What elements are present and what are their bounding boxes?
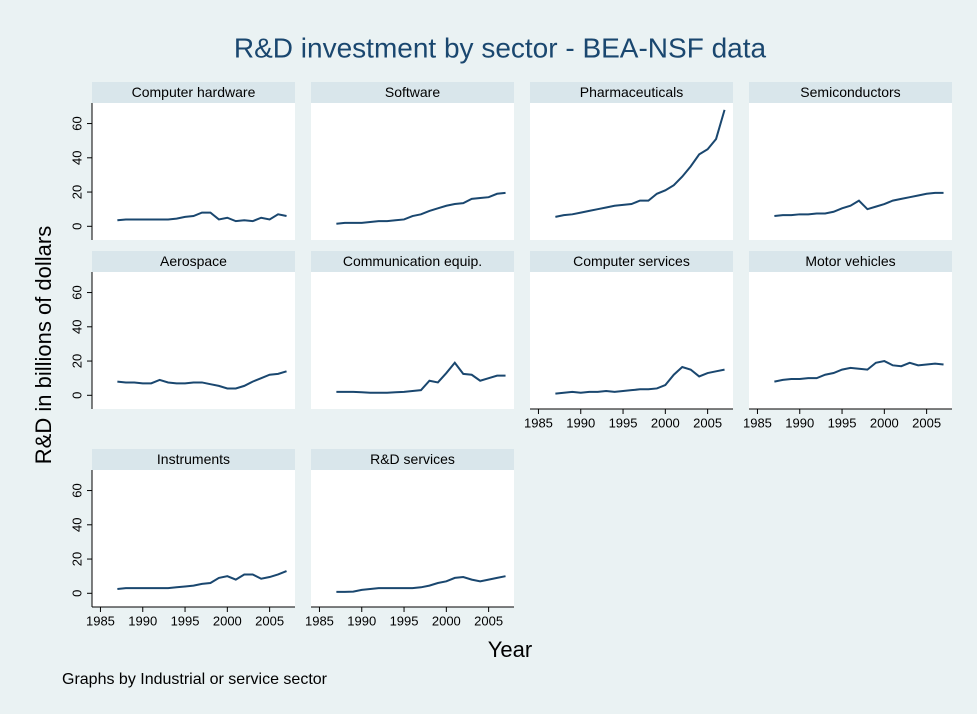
x-tick-label: 1985 (305, 613, 334, 628)
x-tick-label: 2005 (255, 613, 284, 628)
panel-title: Semiconductors (800, 84, 900, 100)
panel-header (92, 82, 295, 103)
panel-header (311, 449, 514, 470)
panel-title: Computer hardware (132, 84, 256, 100)
plot-area (311, 470, 514, 607)
x-tick-label: 1985 (524, 415, 553, 430)
x-tick-label: 2000 (651, 415, 680, 430)
panel-header (530, 82, 733, 103)
x-tick-label: 1990 (566, 415, 595, 430)
y-tick-label: 40 (69, 151, 84, 165)
x-tick-label: 1985 (743, 415, 772, 430)
panel-title: Motor vehicles (805, 253, 895, 269)
y-tick-label: 0 (69, 590, 84, 597)
data-line (336, 575, 506, 593)
x-tick-label: 2005 (474, 613, 503, 628)
data-line (336, 191, 506, 225)
chart-title: R&D investment by sector - BEA-NSF data (234, 32, 767, 63)
panel-title: Pharmaceuticals (580, 84, 684, 100)
panel-header (311, 251, 514, 272)
panel-header (311, 82, 514, 103)
data-line (774, 360, 944, 383)
y-axis-label: R&D in billions of dollars (31, 226, 56, 464)
data-line (555, 365, 725, 395)
panel-title: Communication equip. (343, 253, 482, 269)
panel-header (530, 251, 733, 272)
plot-area (92, 272, 295, 409)
plot-area (311, 103, 514, 240)
plot-area (311, 272, 514, 409)
x-tick-label: 1990 (128, 613, 157, 628)
x-tick-label: 1990 (347, 613, 376, 628)
x-tick-label: 1995 (828, 415, 857, 430)
y-tick-label: 60 (69, 116, 84, 130)
panel-title: R&D services (370, 451, 455, 467)
x-tick-label: 2005 (912, 415, 941, 430)
panel-title: Computer services (573, 253, 690, 269)
panel-title: Instruments (157, 451, 230, 467)
y-tick-label: 20 (69, 552, 84, 566)
plot-area (749, 103, 952, 240)
x-tick-label: 1985 (86, 613, 115, 628)
data-line (117, 570, 287, 591)
y-tick-label: 20 (69, 354, 84, 368)
note: Graphs by Industrial or service sector (62, 671, 328, 688)
data-line (774, 191, 944, 218)
plot-area (530, 103, 733, 240)
x-tick-label: 1995 (609, 415, 638, 430)
data-line (117, 370, 287, 390)
panel-title: Software (385, 84, 440, 100)
data-line (117, 211, 287, 223)
x-tick-label: 2000 (213, 613, 242, 628)
y-tick-label: 40 (69, 518, 84, 532)
data-line (336, 361, 506, 394)
y-tick-label: 0 (69, 392, 84, 399)
x-tick-label: 1990 (785, 415, 814, 430)
x-tick-label: 1995 (390, 613, 419, 628)
panel-header (749, 82, 952, 103)
x-axis-label: Year (488, 637, 532, 662)
data-line (555, 109, 726, 218)
panel-header (92, 251, 295, 272)
plot-area (530, 272, 733, 409)
panel-header (749, 251, 952, 272)
x-tick-label: 2000 (870, 415, 899, 430)
y-tick-label: 20 (69, 185, 84, 199)
plot-area (92, 470, 295, 607)
x-tick-label: 2005 (693, 415, 722, 430)
y-tick-label: 60 (69, 285, 84, 299)
y-tick-label: 0 (69, 223, 84, 230)
x-tick-label: 2000 (432, 613, 461, 628)
panel-header (92, 449, 295, 470)
x-tick-label: 1995 (171, 613, 200, 628)
plot-area (749, 272, 952, 409)
panel-title: Aerospace (160, 253, 227, 269)
y-tick-label: 60 (69, 483, 84, 497)
y-tick-label: 40 (69, 320, 84, 334)
